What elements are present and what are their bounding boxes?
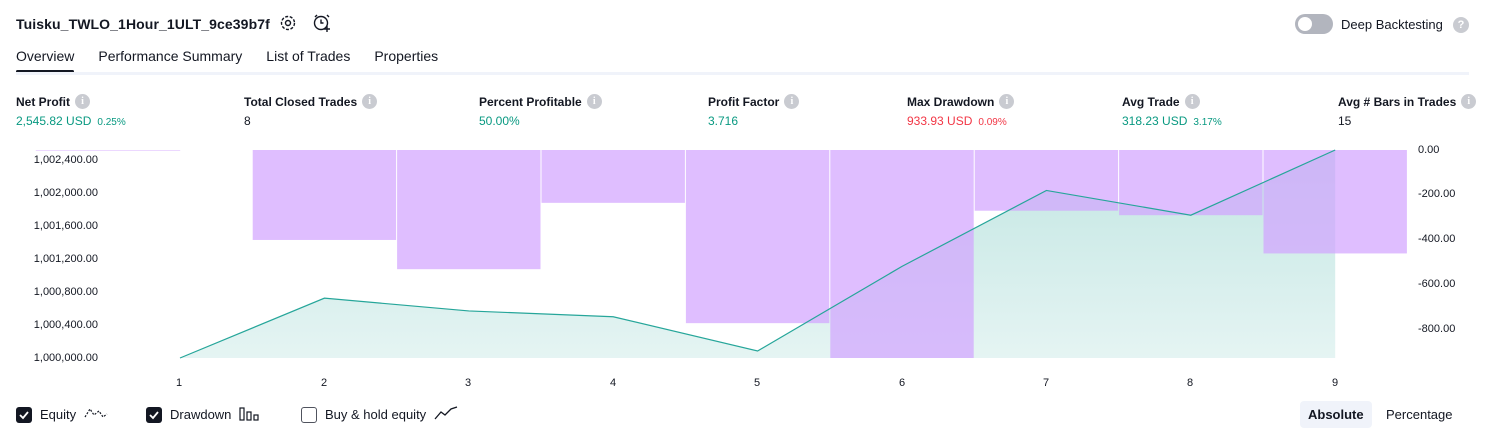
tab-list-of-trades[interactable]: List of Trades bbox=[266, 48, 351, 64]
x-axis-tick: 9 bbox=[1331, 377, 1339, 389]
metric-value: 2,545.82 USD bbox=[16, 114, 92, 128]
right-axis-tick: -800.00 bbox=[1418, 323, 1456, 335]
drawdown-bar bbox=[252, 150, 397, 240]
drawdown-bar bbox=[830, 150, 974, 358]
metric-value: 8 bbox=[244, 114, 251, 128]
checkbox-unchecked-icon[interactable] bbox=[301, 406, 317, 423]
metric-total-closed-trades: Total Closed Trades i 8 bbox=[244, 94, 378, 128]
left-axis-tick: 1,002,400.00 bbox=[33, 154, 98, 166]
metric-avg-bars: Avg # Bars in Trades i 15 bbox=[1338, 94, 1477, 128]
question-icon[interactable]: ? bbox=[1453, 17, 1469, 33]
x-axis-tick: 8 bbox=[1186, 377, 1194, 389]
buy-hold-line-icon bbox=[434, 405, 458, 424]
legend-equity[interactable]: Equity bbox=[16, 405, 108, 424]
equity-chart[interactable] bbox=[0, 140, 1486, 390]
x-axis-tick: 3 bbox=[464, 377, 472, 389]
x-axis-tick: 5 bbox=[753, 377, 761, 389]
drawdown-bar bbox=[541, 150, 685, 203]
legend-label: Buy & hold equity bbox=[325, 407, 427, 422]
equity-line bbox=[179, 149, 1336, 359]
x-axis-tick: 2 bbox=[320, 377, 328, 389]
legend-buy-hold[interactable]: Buy & hold equity bbox=[301, 405, 458, 424]
info-icon[interactable]: i bbox=[586, 94, 602, 109]
legend-label: Equity bbox=[40, 407, 77, 422]
legend-drawdown[interactable]: Drawdown bbox=[146, 405, 261, 424]
metric-max-drawdown: Max Drawdown i 933.93 USD 0.09% bbox=[907, 94, 1015, 128]
metric-percent: 3.17% bbox=[1193, 117, 1222, 128]
toggle-knob bbox=[1298, 17, 1312, 31]
metric-label: Profit Factor bbox=[708, 94, 780, 109]
metric-value: 3.716 bbox=[708, 114, 739, 128]
metric-value: 933.93 USD bbox=[907, 114, 973, 128]
percentage-button[interactable]: Percentage bbox=[1386, 407, 1453, 422]
drawdown-bar bbox=[1263, 150, 1407, 254]
deep-backtesting-toggle[interactable] bbox=[1295, 14, 1333, 34]
right-axis-tick: 0.00 bbox=[1418, 144, 1440, 156]
gear-icon[interactable] bbox=[278, 13, 298, 33]
metric-profit-factor: Profit Factor i 3.716 bbox=[708, 94, 800, 128]
checkbox-checked-icon[interactable] bbox=[146, 406, 162, 423]
metric-label: Percent Profitable bbox=[479, 94, 582, 109]
right-axis-tick: -400.00 bbox=[1418, 233, 1456, 245]
tab-performance-summary[interactable]: Performance Summary bbox=[98, 48, 243, 64]
x-axis-tick: 4 bbox=[609, 377, 617, 389]
metric-label: Total Closed Trades bbox=[244, 94, 358, 109]
left-axis-tick: 1,000,000.00 bbox=[33, 352, 98, 364]
drawdown-bar bbox=[1119, 150, 1263, 216]
right-axis-tick: -200.00 bbox=[1418, 188, 1456, 200]
add-alert-icon[interactable] bbox=[312, 13, 332, 33]
right-axis-tick: -600.00 bbox=[1418, 278, 1456, 290]
drawdown-bar bbox=[35, 150, 181, 151]
tab-overview[interactable]: Overview bbox=[16, 48, 75, 73]
metric-value: 15 bbox=[1338, 114, 1352, 128]
drawdown-bar bbox=[974, 150, 1119, 211]
deep-backtesting-label: Deep Backtesting bbox=[1341, 17, 1443, 32]
metric-percent: 0.25% bbox=[97, 117, 126, 128]
metric-percent-profitable: Percent Profitable i 50.00% bbox=[479, 94, 602, 128]
x-axis-tick: 6 bbox=[898, 377, 906, 389]
x-axis-tick: 7 bbox=[1042, 377, 1050, 389]
metric-label: Net Profit bbox=[16, 94, 70, 109]
metric-label: Avg # Bars in Trades bbox=[1338, 94, 1457, 109]
left-axis-tick: 1,001,200.00 bbox=[33, 253, 98, 265]
metric-net-profit: Net Profit i 2,545.82 USD 0.25% bbox=[16, 94, 126, 128]
tab-divider bbox=[16, 72, 1469, 75]
left-axis-tick: 1,000,800.00 bbox=[33, 286, 98, 298]
drawdown-bar bbox=[397, 150, 541, 270]
info-icon[interactable]: i bbox=[75, 94, 90, 109]
absolute-button[interactable]: Absolute bbox=[1300, 401, 1372, 428]
info-icon[interactable]: i bbox=[784, 94, 800, 109]
tab-properties[interactable]: Properties bbox=[374, 48, 439, 64]
metric-value: 318.23 USD bbox=[1122, 114, 1188, 128]
info-icon[interactable]: i bbox=[362, 94, 378, 109]
strategy-title: Tuisku_TWLO_1Hour_1ULT_9ce39b7f bbox=[16, 16, 270, 32]
info-icon[interactable]: i bbox=[1184, 94, 1200, 109]
drawdown-bars-icon bbox=[239, 405, 261, 424]
equity-line-icon bbox=[84, 405, 108, 424]
left-axis-tick: 1,000,400.00 bbox=[33, 319, 98, 331]
metric-value: 50.00% bbox=[479, 114, 520, 128]
metric-percent: 0.09% bbox=[978, 117, 1007, 128]
left-axis-tick: 1,002,000.00 bbox=[33, 187, 98, 199]
drawdown-bar bbox=[685, 150, 830, 324]
info-icon[interactable]: i bbox=[999, 94, 1015, 109]
info-icon[interactable]: i bbox=[1461, 94, 1477, 109]
metric-label: Avg Trade bbox=[1122, 94, 1180, 109]
tab-bar: Overview Performance Summary List of Tra… bbox=[16, 48, 438, 73]
legend-label: Drawdown bbox=[170, 407, 232, 422]
x-axis-tick: 1 bbox=[175, 377, 183, 389]
metric-label: Max Drawdown bbox=[907, 94, 995, 109]
left-axis-tick: 1,001,600.00 bbox=[33, 220, 98, 232]
metric-avg-trade: Avg Trade i 318.23 USD 3.17% bbox=[1122, 94, 1222, 128]
checkbox-checked-icon[interactable] bbox=[16, 406, 32, 423]
